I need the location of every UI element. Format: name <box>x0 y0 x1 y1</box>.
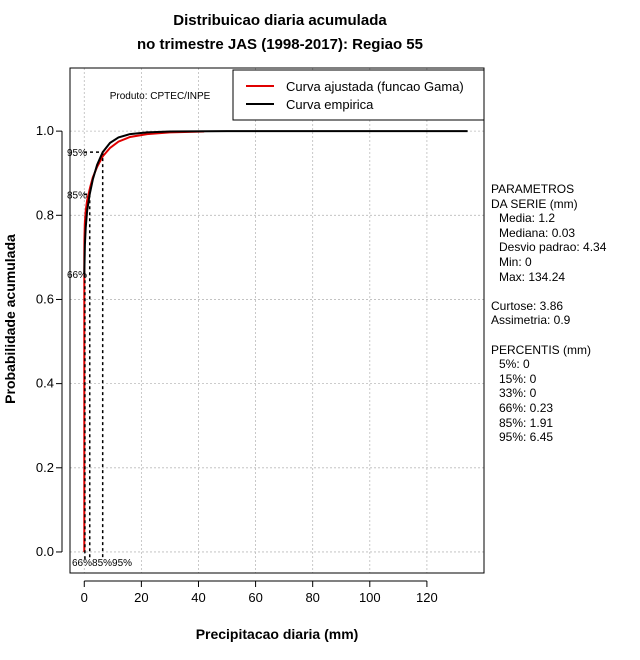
stats-max: Max: 134.24 <box>499 269 566 284</box>
stats-p33: 33%: 0 <box>499 386 537 401</box>
percentile-label: 95% <box>67 148 87 159</box>
stats-p85: 85%: 1.91 <box>499 415 554 430</box>
legend-label-fitted: Curva ajustada (funcao Gama) <box>286 79 464 94</box>
stats-assimetria: Assimetria: 0.9 <box>491 313 571 328</box>
percentile-label: 66% <box>67 270 87 281</box>
legend-label-empirical: Curva empirica <box>286 97 374 112</box>
x-tick-label: 60 <box>248 590 262 605</box>
y-tick-label: 0.0 <box>36 544 54 559</box>
x-axis-label: Precipitacao diaria (mm) <box>195 626 359 642</box>
plot-frame <box>69 67 485 574</box>
stats-media: Media: 1.2 <box>499 211 556 226</box>
y-tick-label: 0.8 <box>36 207 54 222</box>
stats-header-2: DA SERIE (mm) <box>491 196 578 211</box>
stats-p5: 5%: 0 <box>499 357 530 372</box>
grid <box>70 68 484 573</box>
y-tick-label: 0.6 <box>36 291 54 306</box>
x-tick-label: 20 <box>134 590 148 605</box>
axes: 0 20 40 60 80 100 120 0.0 0.2 0.4 0.6 0.8 1.0 <box>36 123 438 605</box>
x-tick-label: 100 <box>359 590 381 605</box>
chart-title-line-2: no trimestre JAS (1998-2017): Regiao 55 <box>137 36 423 53</box>
y-tick-label: 0.2 <box>36 460 54 475</box>
stats-mediana: Mediana: 0.03 <box>499 225 576 240</box>
y-tick-label: 0.4 <box>36 376 54 391</box>
stats-curtose: Curtose: 3.86 <box>491 298 564 313</box>
x-tick-label: 80 <box>305 590 319 605</box>
statistics-panel: PARAMETROS DA SERIE (mm) Media: 1.2 Medi… <box>491 182 606 445</box>
stats-p15: 15%: 0 <box>499 371 537 386</box>
legend: Curva ajustada (funcao Gama) Curva empir… <box>232 69 485 121</box>
x-tick-label: 0 <box>81 590 88 605</box>
legend-box <box>232 69 485 121</box>
stats-percentis-header: PERCENTIS (mm) <box>491 342 591 357</box>
product-label: Produto: CPTEC/INPE <box>110 91 211 102</box>
stats-desvio: Desvio padrao: 4.34 <box>499 240 607 255</box>
stats-p95: 95%: 6.45 <box>499 430 554 445</box>
y-tick-label: 1.0 <box>36 123 54 138</box>
series-layer <box>83 130 468 552</box>
series-line-empirical <box>83 130 468 275</box>
chart-title-line-1: Distribuicao diaria acumulada <box>173 12 387 29</box>
x-tick-label: 40 <box>191 590 205 605</box>
percentile-markers: 95% 85% 66% 66%85%95% <box>67 148 132 569</box>
stats-min: Min: 0 <box>499 254 532 269</box>
stats-spacer <box>491 284 606 299</box>
stats-header-1: PARAMETROS <box>491 182 575 196</box>
percentile-label: 85% <box>67 190 87 201</box>
stats-p66: 66%: 0.23 <box>499 400 554 415</box>
percentile-bottom-label: 66%85%95% <box>72 558 132 569</box>
y-axis-label: Probabilidade acumulada <box>2 234 18 404</box>
stats-spacer <box>491 328 606 343</box>
x-tick-label: 120 <box>416 590 438 605</box>
